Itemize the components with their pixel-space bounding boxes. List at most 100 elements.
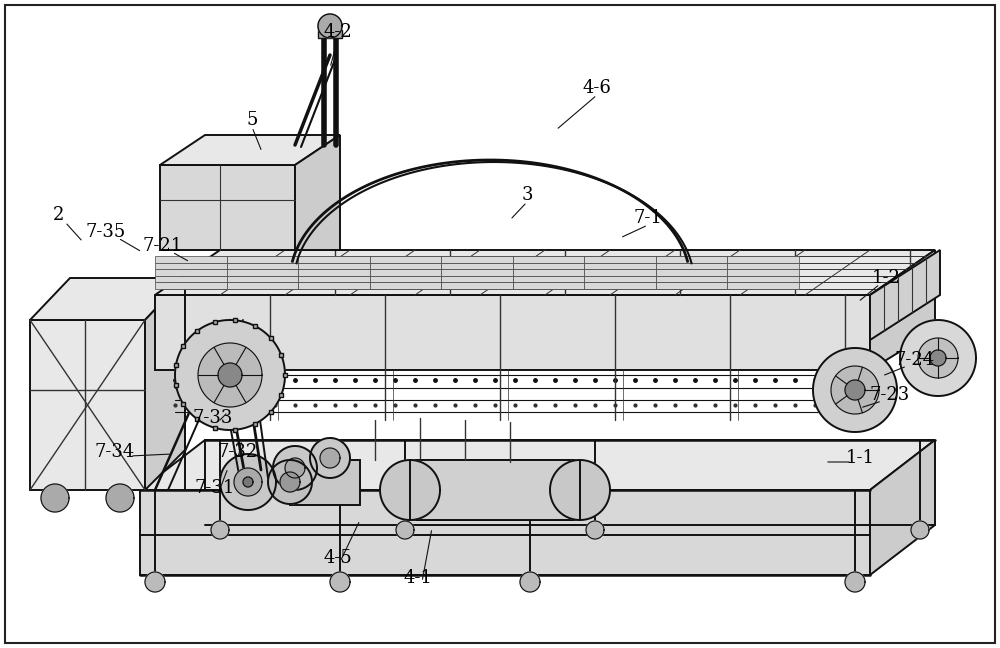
Polygon shape (370, 282, 441, 288)
Text: 7-24: 7-24 (895, 351, 935, 369)
Polygon shape (845, 572, 865, 592)
Polygon shape (298, 275, 370, 282)
Polygon shape (298, 263, 370, 270)
Polygon shape (441, 263, 512, 270)
Polygon shape (218, 363, 242, 387)
Text: 1-2: 1-2 (872, 269, 900, 287)
Polygon shape (220, 454, 276, 510)
Polygon shape (330, 572, 350, 592)
Polygon shape (410, 460, 580, 520)
Text: 4-1: 4-1 (404, 569, 432, 587)
Polygon shape (727, 263, 798, 270)
Polygon shape (226, 257, 298, 263)
Polygon shape (727, 257, 798, 263)
Polygon shape (845, 380, 865, 400)
Polygon shape (656, 270, 727, 275)
Text: 3: 3 (521, 186, 533, 204)
Polygon shape (727, 275, 798, 282)
Polygon shape (370, 263, 441, 270)
Polygon shape (41, 484, 69, 512)
Polygon shape (268, 460, 312, 504)
Polygon shape (370, 257, 441, 263)
Polygon shape (831, 366, 879, 414)
Text: 4-6: 4-6 (583, 79, 611, 97)
Text: 7-34: 7-34 (95, 443, 135, 461)
Polygon shape (584, 270, 656, 275)
Polygon shape (280, 472, 300, 492)
Polygon shape (900, 320, 976, 396)
Polygon shape (396, 521, 414, 539)
Polygon shape (320, 448, 340, 468)
Polygon shape (410, 460, 580, 520)
Polygon shape (155, 263, 226, 270)
Polygon shape (584, 257, 656, 263)
Text: 4-5: 4-5 (324, 549, 352, 567)
Text: 7-1: 7-1 (634, 209, 662, 227)
Polygon shape (512, 282, 584, 288)
Polygon shape (727, 270, 798, 275)
Polygon shape (586, 521, 604, 539)
Polygon shape (512, 275, 584, 282)
Polygon shape (30, 278, 185, 320)
Text: 2: 2 (52, 206, 64, 224)
Polygon shape (234, 468, 262, 496)
Polygon shape (226, 282, 298, 288)
Polygon shape (155, 250, 935, 295)
Polygon shape (198, 343, 262, 407)
Polygon shape (318, 30, 342, 38)
Text: 7-32: 7-32 (218, 443, 258, 461)
Text: 7-35: 7-35 (86, 223, 126, 241)
Polygon shape (727, 282, 798, 288)
Polygon shape (298, 257, 370, 263)
Text: 7-33: 7-33 (193, 409, 233, 427)
Polygon shape (550, 460, 610, 520)
Text: 1-1: 1-1 (846, 449, 874, 467)
Polygon shape (813, 348, 897, 432)
Polygon shape (512, 270, 584, 275)
Polygon shape (140, 440, 935, 490)
Polygon shape (145, 572, 165, 592)
Polygon shape (584, 275, 656, 282)
Text: 7-21: 7-21 (143, 237, 183, 255)
Polygon shape (226, 270, 298, 275)
Polygon shape (584, 282, 656, 288)
Polygon shape (155, 257, 226, 263)
Polygon shape (441, 275, 512, 282)
Text: 5: 5 (246, 111, 258, 129)
Polygon shape (285, 458, 305, 478)
Polygon shape (870, 440, 935, 575)
Polygon shape (226, 275, 298, 282)
Polygon shape (175, 320, 285, 430)
Polygon shape (155, 295, 870, 370)
Polygon shape (30, 320, 145, 490)
Polygon shape (370, 270, 441, 275)
Polygon shape (370, 275, 441, 282)
Polygon shape (226, 263, 298, 270)
Polygon shape (930, 350, 946, 366)
Polygon shape (243, 477, 253, 487)
Polygon shape (656, 275, 727, 282)
Polygon shape (512, 257, 584, 263)
Polygon shape (441, 270, 512, 275)
Polygon shape (441, 257, 512, 263)
Polygon shape (656, 282, 727, 288)
Polygon shape (298, 282, 370, 288)
Polygon shape (273, 446, 317, 490)
Polygon shape (310, 438, 350, 478)
Polygon shape (870, 250, 940, 340)
Polygon shape (918, 338, 958, 378)
Polygon shape (870, 250, 935, 370)
Polygon shape (441, 282, 512, 288)
Polygon shape (155, 275, 226, 282)
Text: 7-31: 7-31 (195, 479, 235, 497)
Polygon shape (211, 521, 229, 539)
Polygon shape (145, 278, 185, 490)
Polygon shape (520, 572, 540, 592)
Text: 4-2: 4-2 (324, 23, 352, 41)
Polygon shape (106, 484, 134, 512)
Polygon shape (160, 165, 295, 250)
Polygon shape (656, 263, 727, 270)
Polygon shape (160, 135, 340, 165)
Polygon shape (911, 521, 929, 539)
Polygon shape (290, 460, 360, 505)
